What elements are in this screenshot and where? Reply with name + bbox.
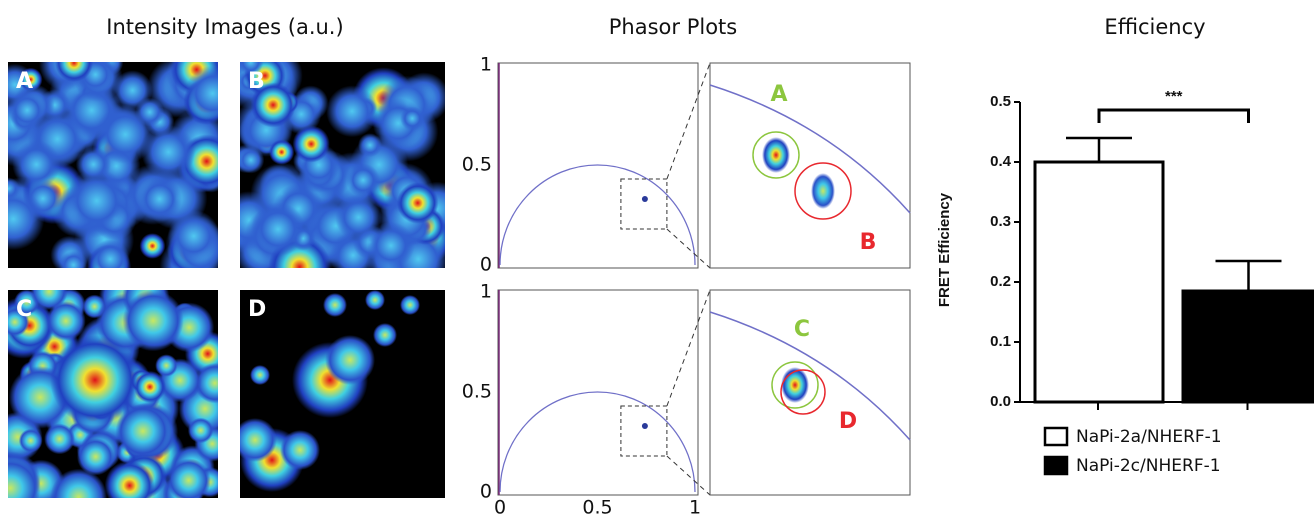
blob	[19, 429, 43, 453]
legend-swatch	[1045, 428, 1067, 445]
zoom-region	[621, 406, 667, 456]
blob	[326, 85, 378, 137]
blob	[135, 98, 164, 127]
y-tick-label: 0.1	[990, 333, 1011, 350]
blob	[400, 106, 424, 130]
panel-label: B	[248, 69, 265, 94]
y-axis-label: FRET Efficiency	[936, 192, 953, 307]
y-tick-label: 0.5	[990, 93, 1011, 110]
universal-circle	[500, 392, 695, 492]
x-tick-label: 0.5	[582, 497, 612, 519]
blob	[346, 163, 380, 197]
blob	[185, 66, 241, 122]
legend-label: NaPi-2a/NHERF-1	[1076, 427, 1222, 447]
cluster	[642, 423, 648, 429]
blob	[8, 91, 46, 129]
y-tick-label: 0.3	[990, 213, 1011, 230]
x-tick-label: 1	[689, 497, 701, 519]
blob	[59, 251, 88, 280]
blob	[105, 461, 155, 511]
blob	[280, 430, 320, 470]
blob	[233, 418, 277, 462]
legend-label: NaPi-2c/NHERF-1	[1076, 456, 1221, 476]
y-tick-label: 0	[480, 481, 492, 503]
y-tick-label: 1	[480, 281, 492, 303]
blob	[168, 210, 220, 262]
y-tick-label: 0.5	[462, 381, 492, 403]
bar	[1035, 162, 1163, 402]
cluster	[762, 137, 790, 173]
section-title: Phasor Plots	[609, 15, 737, 39]
x-tick-label: 0	[494, 497, 506, 519]
y-tick-label: 0.2	[990, 273, 1011, 290]
blob	[167, 458, 211, 502]
blob	[365, 290, 385, 310]
blob	[367, 222, 414, 269]
blob	[77, 438, 114, 475]
blob	[358, 133, 382, 157]
gate-label: C	[794, 317, 810, 342]
blob	[44, 424, 75, 455]
zoom-connector	[667, 63, 710, 179]
y-tick-label: 0.5	[462, 154, 492, 176]
gate-label: B	[860, 230, 877, 255]
y-tick-label: 0.0	[990, 393, 1011, 410]
significance-label: ***	[1165, 88, 1183, 105]
blob	[188, 418, 214, 444]
gate-label: A	[770, 82, 787, 107]
blob	[251, 202, 305, 256]
cluster	[642, 196, 648, 202]
blob	[400, 295, 420, 315]
cluster	[781, 367, 809, 403]
blob	[373, 323, 397, 347]
cluster	[811, 173, 835, 209]
zoom-region	[621, 179, 667, 229]
y-tick-label: 0.4	[990, 153, 1012, 170]
legend-swatch	[1045, 457, 1067, 474]
blob	[91, 240, 130, 279]
blob	[76, 147, 111, 182]
gate-label: D	[839, 409, 857, 434]
blob	[123, 290, 184, 351]
panel-label: C	[16, 297, 32, 322]
blob	[397, 182, 439, 224]
blob	[55, 44, 93, 82]
blob	[293, 125, 330, 162]
blob	[155, 354, 177, 376]
blob	[46, 301, 86, 341]
significance-bracket	[1099, 110, 1249, 123]
blob	[325, 335, 375, 385]
blob	[250, 365, 270, 385]
blob	[323, 293, 347, 317]
bar	[1183, 291, 1314, 402]
y-tick-label: 1	[480, 54, 492, 76]
y-tick-label: 0	[480, 254, 492, 276]
chart-title: Efficiency	[1104, 15, 1205, 39]
zoom-connector	[667, 456, 710, 495]
blob	[237, 147, 264, 174]
blob	[50, 335, 140, 425]
panel-label: D	[248, 297, 266, 322]
panel-label: A	[16, 69, 33, 94]
universal-circle	[500, 165, 695, 265]
figure: Intensity Images (a.u.) Phasor Plots Eff…	[0, 0, 1314, 519]
blob	[269, 139, 294, 164]
blob	[140, 233, 166, 259]
zoom-connector	[667, 290, 710, 406]
zoom-connector	[667, 229, 710, 268]
blob	[137, 177, 182, 222]
section-title: Intensity Images (a.u.)	[106, 15, 343, 39]
